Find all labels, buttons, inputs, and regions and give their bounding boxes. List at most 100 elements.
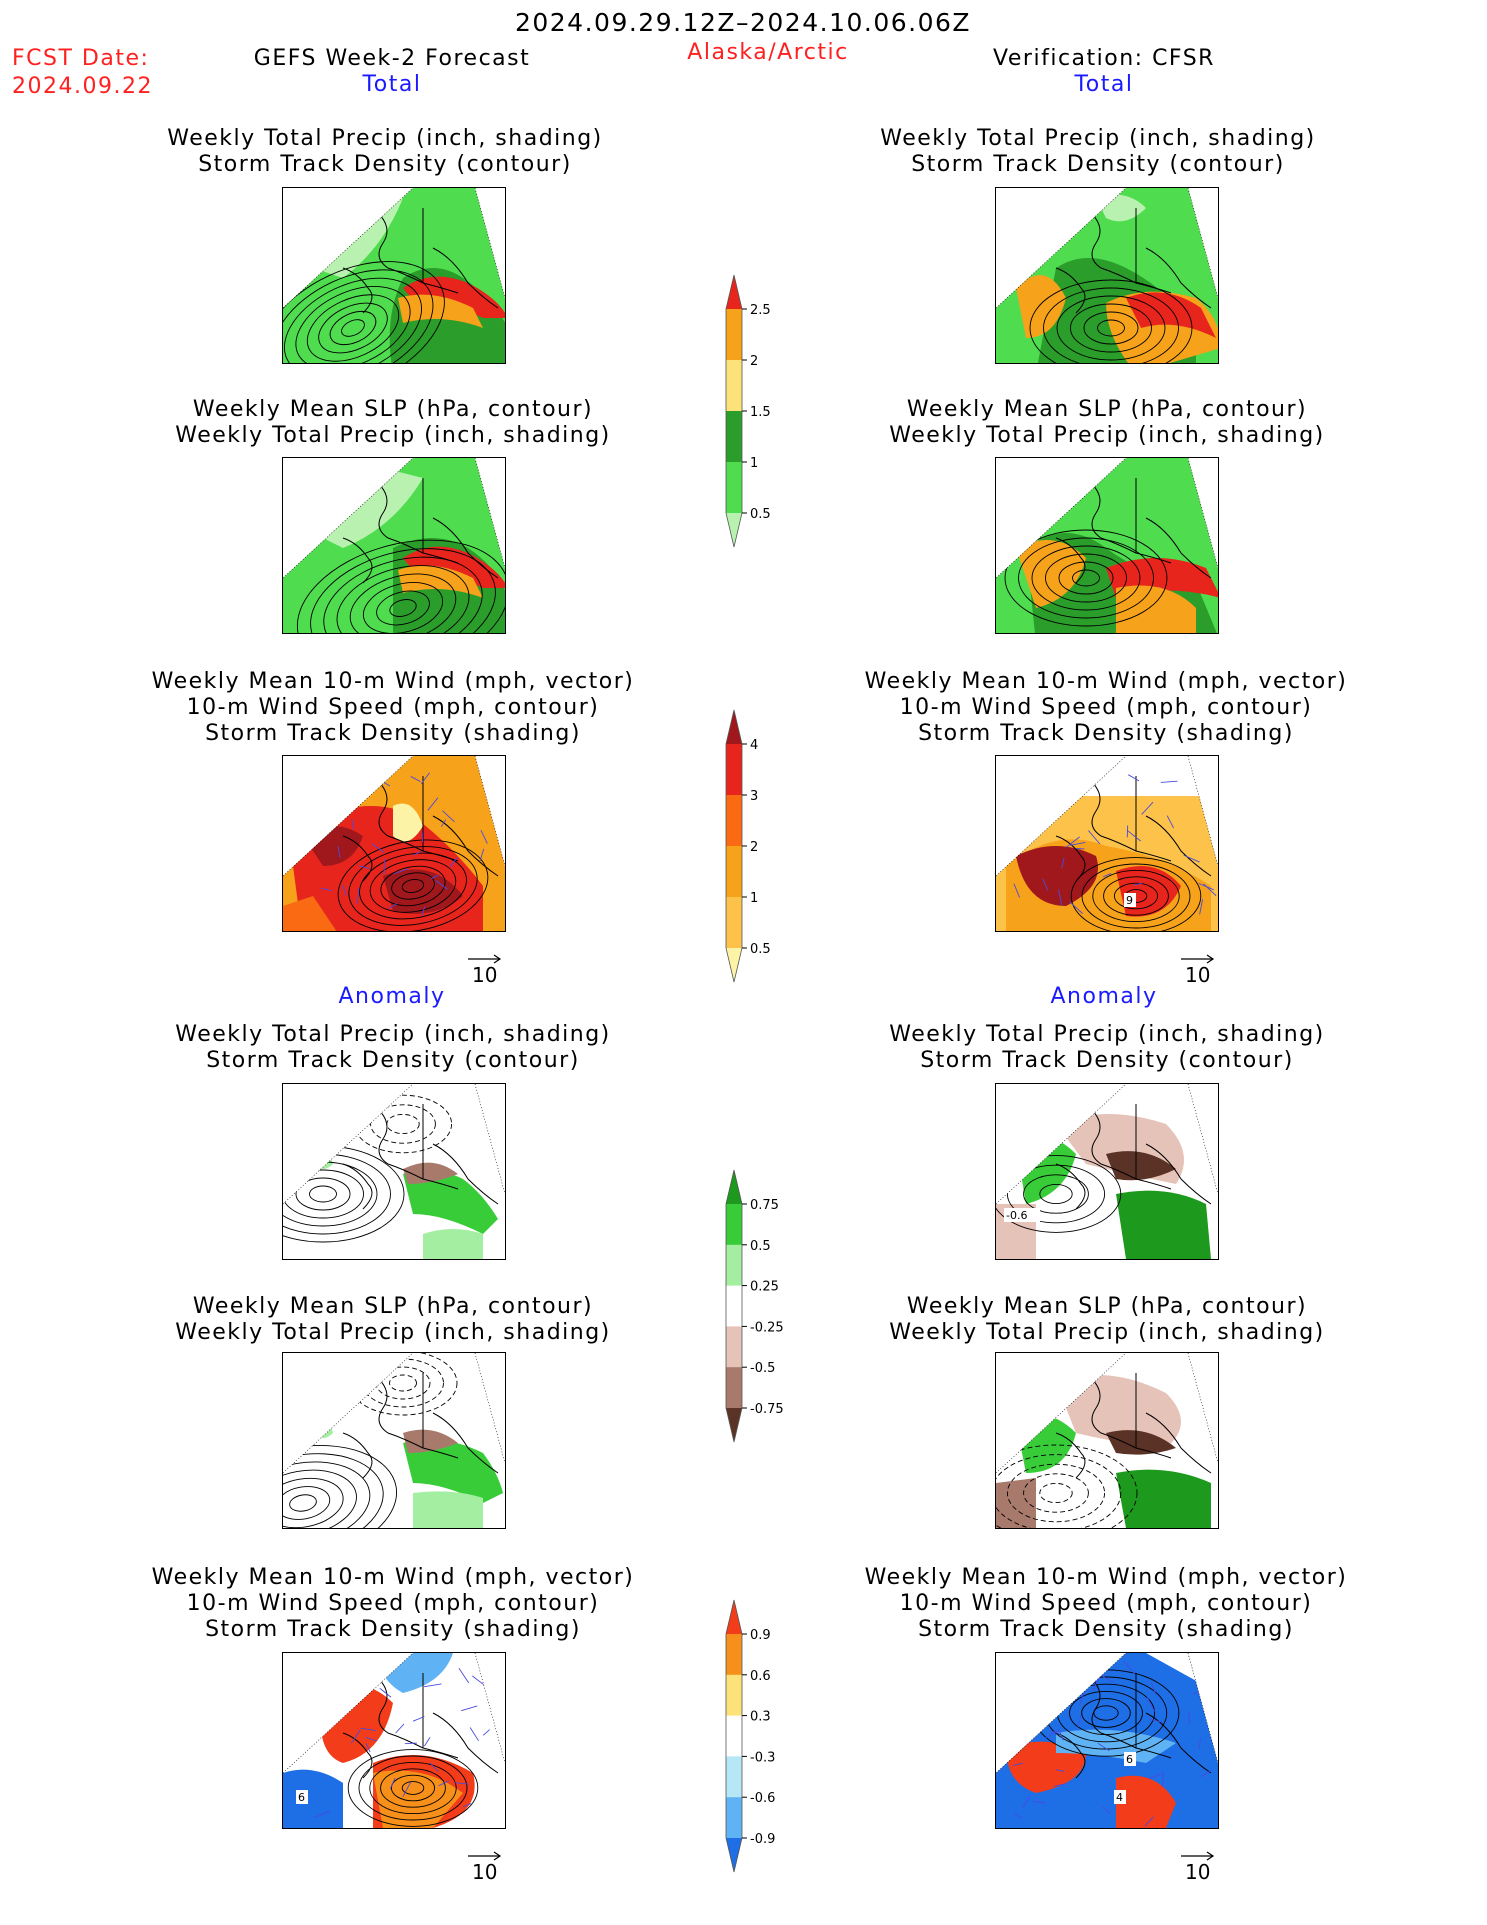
slp-contour xyxy=(1058,561,1114,595)
wind-vector xyxy=(1088,830,1101,845)
contour-label: 9 xyxy=(1126,894,1133,907)
title-slp-precip-fcst-anom: Weekly Mean SLP (hPa, contour) Weekly Tot… xyxy=(175,1294,611,1345)
storm-track-contour xyxy=(1056,295,1166,361)
coastline xyxy=(1055,835,1086,882)
map-svg: -0.6 xyxy=(996,1084,1218,1259)
colorbar-tick-label: -0.3 xyxy=(750,1750,775,1765)
map-domain xyxy=(283,1094,499,1259)
colorbar-segment xyxy=(726,1244,742,1287)
coastline xyxy=(1145,247,1212,309)
wind-vector xyxy=(449,856,458,867)
wind-vector xyxy=(479,848,485,861)
domain-edge xyxy=(996,1353,1218,1474)
storm-track-contour xyxy=(1070,303,1152,353)
vector-reference-svg: 10 xyxy=(468,954,502,987)
colorbar-tick-label: 4 xyxy=(750,738,758,753)
wind-vector xyxy=(365,1743,371,1753)
wind-vector xyxy=(412,1716,425,1722)
wind-vector xyxy=(1149,1718,1165,1724)
colorbar-tick-label: 1 xyxy=(750,891,758,906)
wind-vector xyxy=(1102,873,1112,878)
coastline xyxy=(1055,537,1086,584)
precip-shading-max xyxy=(1126,292,1216,338)
slp-contour xyxy=(336,565,470,633)
precip-anom-weak-positive xyxy=(313,1419,333,1438)
wind-speed-contour xyxy=(337,839,489,931)
wind-speed-contour xyxy=(380,865,446,907)
reference-arrow-head xyxy=(493,954,502,964)
domain-edge xyxy=(283,1084,505,1205)
wind-vector xyxy=(320,887,332,892)
map-svg: 9 xyxy=(996,756,1218,931)
colorbar-segment xyxy=(726,1204,742,1246)
storm-track-contour xyxy=(341,319,365,337)
wind-vector xyxy=(1014,1813,1023,1820)
colorbar-segment xyxy=(726,1285,742,1327)
storm-track-contour xyxy=(283,269,434,363)
wind-vector xyxy=(440,819,447,827)
storm-shading-max xyxy=(1016,846,1098,906)
slp-contour xyxy=(323,556,483,633)
colorbar-tick-label: 1.5 xyxy=(750,405,771,420)
precip-anom-strong-positive xyxy=(1116,1190,1211,1259)
wind-speed-contour xyxy=(347,1749,479,1827)
colorbar-tick-label: 2 xyxy=(750,354,758,369)
reference-arrow-head xyxy=(1206,1851,1215,1861)
reference-arrow-head xyxy=(1206,954,1215,964)
colorbar-tick-label: 0.9 xyxy=(750,1628,771,1643)
coastline xyxy=(377,1677,459,1759)
colorbar-tick-label: 0.75 xyxy=(750,1198,779,1213)
wind-vector xyxy=(424,1683,442,1688)
wind-vector xyxy=(337,846,341,858)
slp-anom-contour-negative xyxy=(1023,1473,1089,1513)
storm-anom-positive xyxy=(1116,1775,1176,1828)
wind-vector xyxy=(1166,815,1175,829)
wind-speed-contour xyxy=(358,1755,468,1821)
title-wind-storm-fcst-total: Weekly Mean 10-m Wind (mph, vector) 10-m … xyxy=(151,669,635,746)
colorbar-segment xyxy=(726,360,742,412)
storm-track-contour xyxy=(1006,1164,1106,1224)
coastline xyxy=(342,267,373,314)
map-domain: 9 xyxy=(996,756,1218,931)
map-cfsr-precip-storm-anom: -0.6 xyxy=(995,1083,1219,1260)
precip-shading-high xyxy=(1016,275,1066,338)
storm-track-contour xyxy=(283,1169,364,1219)
coastline xyxy=(377,212,459,294)
storm-track-contour xyxy=(1029,279,1193,363)
wind-vector xyxy=(1197,769,1209,774)
wind-vector xyxy=(388,903,398,910)
coastline xyxy=(1090,1108,1172,1190)
precip-anom-negative xyxy=(403,1162,458,1184)
wind-speed-contour xyxy=(1070,857,1202,931)
colorbar-segment xyxy=(726,1326,742,1368)
wind-vector xyxy=(410,776,421,783)
wind-vector xyxy=(1161,1771,1164,1787)
colorbar-tick-label: 0.6 xyxy=(750,1669,771,1684)
coastline xyxy=(377,1377,459,1459)
wind-vector xyxy=(360,1727,376,1732)
colorbar-tick-label: -0.9 xyxy=(750,1832,775,1847)
wind-vector xyxy=(1012,1762,1024,1767)
map-domain: -0.6 xyxy=(996,1104,1212,1259)
coastline xyxy=(1055,1732,1086,1779)
slp-anom-contour xyxy=(289,1494,317,1512)
wind-vector xyxy=(306,782,324,787)
wind-vector xyxy=(472,1675,487,1687)
map-svg: 64 xyxy=(996,1653,1218,1828)
region-label: Alaska/Arctic xyxy=(687,40,849,65)
map-fcst-slp-precip-anom xyxy=(282,1352,506,1529)
wind-vector xyxy=(461,1705,478,1712)
section-anomaly-left: Anomaly xyxy=(338,984,446,1009)
wind-vector xyxy=(1055,783,1066,797)
storm-track-contour xyxy=(295,1177,351,1211)
wind-vector xyxy=(332,1706,344,1721)
contour-label: -0.6 xyxy=(1006,1209,1027,1222)
map-domain: 64 xyxy=(996,1653,1218,1828)
storm-track-contour xyxy=(329,310,377,346)
coastline xyxy=(432,1712,499,1774)
wind-speed-contour xyxy=(391,872,435,900)
wind-vector xyxy=(442,810,455,823)
slp-anom-contour-negative xyxy=(1006,1463,1106,1523)
storm-track-contour xyxy=(1083,311,1139,345)
domain-edge xyxy=(283,458,505,579)
